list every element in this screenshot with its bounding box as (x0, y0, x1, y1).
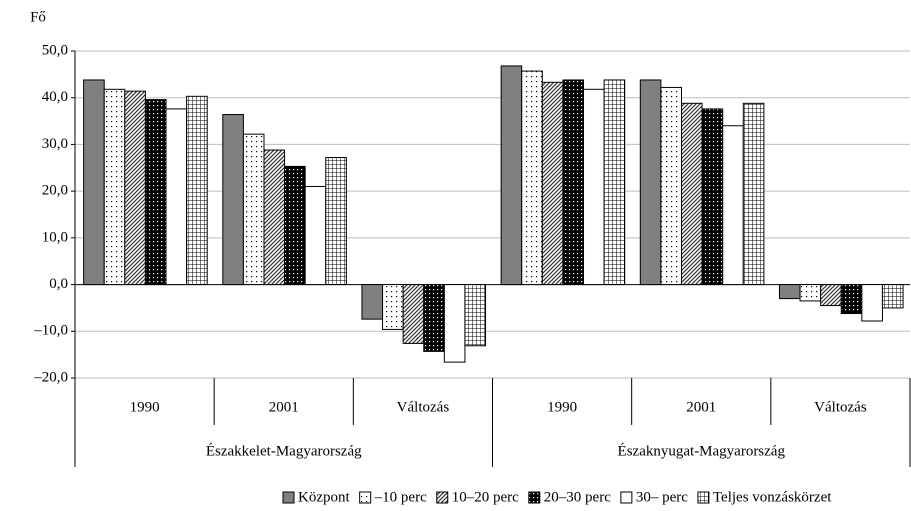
y-tick-label: 30,0 (42, 136, 68, 152)
bar (660, 86, 682, 286)
bar (722, 125, 744, 286)
y-tick-label: 20,0 (42, 183, 68, 199)
bar (382, 284, 404, 330)
bar (325, 157, 347, 286)
legend-swatch (697, 491, 710, 504)
bar (144, 99, 167, 286)
bar (541, 81, 564, 286)
bar (263, 149, 286, 286)
bar (840, 284, 863, 315)
bar (742, 102, 765, 286)
bar (881, 284, 904, 309)
y-tick-label: –10,0 (33, 323, 68, 339)
bar (402, 284, 425, 344)
legend-label: 10–20 perc (452, 489, 519, 505)
legend-label: Központ (298, 489, 350, 505)
bar (124, 90, 146, 286)
legend-swatch (436, 491, 449, 504)
bar (639, 79, 662, 286)
y-tick-label: –20,0 (33, 369, 68, 385)
bar (165, 108, 188, 286)
legend-label: –10 perc (374, 489, 427, 505)
y-tick-label: 40,0 (42, 89, 68, 105)
bar (304, 185, 327, 286)
bar (799, 284, 822, 302)
bar (500, 65, 523, 286)
legend-swatch (528, 491, 541, 504)
bar (222, 114, 244, 286)
x-tick-label: Változás (397, 399, 450, 415)
bar (861, 284, 883, 322)
bar (83, 79, 105, 286)
x-tick-label: 2001 (269, 399, 299, 415)
bar (284, 165, 306, 286)
bar (820, 284, 842, 307)
bar (464, 284, 487, 347)
bar (423, 284, 445, 352)
region-label: Északnyugat-Magyarország (618, 442, 786, 459)
legend-swatch (282, 491, 295, 504)
legend-label: 20–30 perc (544, 489, 611, 505)
x-tick-label: 2001 (686, 399, 716, 415)
bar (186, 95, 208, 286)
legend-label: Teljes vonzáskörzet (713, 489, 832, 505)
x-tick-label: Változás (814, 399, 867, 415)
bar (242, 133, 265, 286)
bar (701, 108, 724, 286)
region-label: Északkelet-Magyarország (206, 442, 362, 459)
bar (562, 79, 585, 286)
bar (443, 284, 466, 363)
bar (361, 284, 384, 320)
bar (583, 88, 605, 286)
bar (103, 88, 126, 286)
y-tick-label: 0,0 (49, 276, 68, 292)
x-tick-label: 1990 (547, 399, 577, 415)
bar (778, 284, 801, 300)
y-tick-label: 10,0 (42, 229, 68, 245)
y-axis-title: Fő (30, 9, 46, 25)
legend-label: 30– perc (636, 489, 688, 505)
legend-swatch (620, 491, 633, 504)
legend-swatch (359, 491, 372, 504)
bar (521, 70, 543, 286)
bar (680, 102, 703, 286)
y-tick-label: 50,0 (42, 42, 68, 58)
x-tick-label: 1990 (130, 399, 160, 415)
bar (603, 79, 626, 286)
